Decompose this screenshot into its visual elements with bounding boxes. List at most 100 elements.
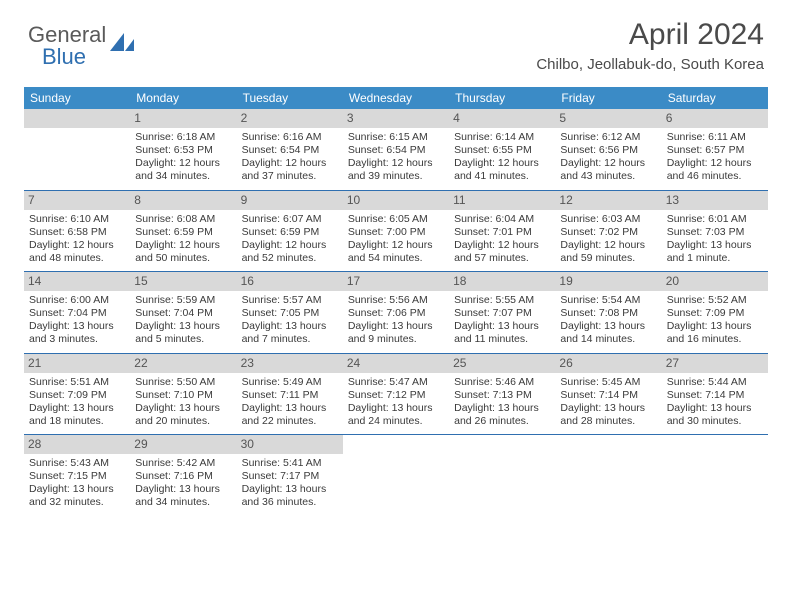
day-number: 18 xyxy=(449,272,555,291)
day-cell: 11Sunrise: 6:04 AMSunset: 7:01 PMDayligh… xyxy=(449,191,555,272)
daylight-text: Daylight: 13 hours and 36 minutes. xyxy=(242,483,338,509)
sunrise-text: Sunrise: 5:41 AM xyxy=(242,457,338,470)
daylight-text: Daylight: 13 hours and 7 minutes. xyxy=(242,320,338,346)
sunset-text: Sunset: 7:14 PM xyxy=(667,389,763,402)
sunrise-text: Sunrise: 5:46 AM xyxy=(454,376,550,389)
sunrise-text: Sunrise: 5:51 AM xyxy=(29,376,125,389)
daylight-text: Daylight: 13 hours and 24 minutes. xyxy=(348,402,444,428)
day-cell: 24 Sunrise: 5:47 AMSunset: 7:12 PMDayligh… xyxy=(343,354,449,435)
day-number: 19 xyxy=(555,272,661,291)
day-cell: 26Sunrise: 5:45 AMSunset: 7:14 PMDayligh… xyxy=(555,354,661,435)
daylight-text: Daylight: 12 hours and 50 minutes. xyxy=(135,239,231,265)
sunrise-text: Sunrise: 5:59 AM xyxy=(135,294,231,307)
sunrise-text: Sunrise: 6:16 AM xyxy=(242,131,338,144)
sunset-text: Sunset: 6:55 PM xyxy=(454,144,550,157)
week-row: 1Sunrise: 6:18 AMSunset: 6:53 PMDaylight… xyxy=(24,109,768,190)
sail-icon xyxy=(110,33,136,60)
sunset-text: Sunset: 7:16 PM xyxy=(135,470,231,483)
daylight-text: Daylight: 12 hours and 54 minutes. xyxy=(348,239,444,265)
day-number: 27 xyxy=(662,354,768,373)
day-number-empty xyxy=(24,109,130,128)
sunrise-text: Sunrise: 6:08 AM xyxy=(135,213,231,226)
day-cell xyxy=(449,435,555,516)
day-number: 29 xyxy=(130,435,236,454)
sunrise-text: Sunrise: 5:44 AM xyxy=(667,376,763,389)
daylight-text: Daylight: 12 hours and 34 minutes. xyxy=(135,157,231,183)
daylight-text: Daylight: 13 hours and 16 minutes. xyxy=(667,320,763,346)
day-number: 1 xyxy=(130,109,236,128)
day-cell: 22Sunrise: 5:50 AMSunset: 7:10 PMDayligh… xyxy=(130,354,236,435)
sunset-text: Sunset: 6:54 PM xyxy=(348,144,444,157)
day-number: 3 xyxy=(343,109,449,128)
day-cell: 28Sunrise: 5:43 AMSunset: 7:15 PMDayligh… xyxy=(24,435,130,516)
day-number: 25 xyxy=(449,354,555,373)
day-number: 26 xyxy=(555,354,661,373)
daylight-text: Daylight: 12 hours and 57 minutes. xyxy=(454,239,550,265)
sunset-text: Sunset: 7:12 PM xyxy=(348,389,444,402)
day-number: 14 xyxy=(24,272,130,291)
daylight-text: Daylight: 12 hours and 41 minutes. xyxy=(454,157,550,183)
daylight-text: Daylight: 13 hours and 1 minute. xyxy=(667,239,763,265)
day-cell: 19Sunrise: 5:54 AMSunset: 7:08 PMDayligh… xyxy=(555,272,661,353)
calendar-table: Sunday Monday Tuesday Wednesday Thursday… xyxy=(24,87,768,516)
daylight-text: Daylight: 12 hours and 48 minutes. xyxy=(29,239,125,265)
sunset-text: Sunset: 7:00 PM xyxy=(348,226,444,239)
sunset-text: Sunset: 7:09 PM xyxy=(29,389,125,402)
day-cell: 23Sunrise: 5:49 AMSunset: 7:11 PMDayligh… xyxy=(237,354,343,435)
day-number: 7 xyxy=(24,191,130,210)
day-cell xyxy=(343,435,449,516)
day-number: 11 xyxy=(449,191,555,210)
sunset-text: Sunset: 7:03 PM xyxy=(667,226,763,239)
title-block: April 2024 Chilbo, Jeollabuk-do, South K… xyxy=(536,18,764,73)
sunset-text: Sunset: 7:14 PM xyxy=(560,389,656,402)
day-cell: 10Sunrise: 6:05 AMSunset: 7:00 PMDayligh… xyxy=(343,191,449,272)
daylight-text: Daylight: 12 hours and 43 minutes. xyxy=(560,157,656,183)
week-row: 7Sunrise: 6:10 AMSunset: 6:58 PMDaylight… xyxy=(24,191,768,272)
sunset-text: Sunset: 7:06 PM xyxy=(348,307,444,320)
sunset-text: Sunset: 6:53 PM xyxy=(135,144,231,157)
sunrise-text: Sunrise: 6:18 AM xyxy=(135,131,231,144)
month-title: April 2024 xyxy=(536,18,764,52)
day-number: 15 xyxy=(130,272,236,291)
dayname-fri: Friday xyxy=(555,87,661,109)
daylight-text: Daylight: 13 hours and 9 minutes. xyxy=(348,320,444,346)
day-cell: 9Sunrise: 6:07 AMSunset: 6:59 PMDaylight… xyxy=(237,191,343,272)
sunrise-text: Sunrise: 6:12 AM xyxy=(560,131,656,144)
day-cell: 29Sunrise: 5:42 AMSunset: 7:16 PMDayligh… xyxy=(130,435,236,516)
daylight-text: Daylight: 13 hours and 26 minutes. xyxy=(454,402,550,428)
daylight-text: Daylight: 12 hours and 59 minutes. xyxy=(560,239,656,265)
sunrise-text: Sunrise: 5:45 AM xyxy=(560,376,656,389)
day-cell: 30Sunrise: 5:41 AMSunset: 7:17 PMDayligh… xyxy=(237,435,343,516)
day-number: 6 xyxy=(662,109,768,128)
dayname-mon: Monday xyxy=(130,87,236,109)
sunset-text: Sunset: 7:11 PM xyxy=(242,389,338,402)
brand-logo: General Blue xyxy=(28,24,136,68)
daylight-text: Daylight: 12 hours and 52 minutes. xyxy=(242,239,338,265)
day-cell xyxy=(555,435,661,516)
week-row: 21Sunrise: 5:51 AMSunset: 7:09 PMDayligh… xyxy=(24,354,768,435)
day-cell: 20Sunrise: 5:52 AMSunset: 7:09 PMDayligh… xyxy=(662,272,768,353)
sunset-text: Sunset: 7:02 PM xyxy=(560,226,656,239)
sunset-text: Sunset: 7:13 PM xyxy=(454,389,550,402)
day-cell: 12Sunrise: 6:03 AMSunset: 7:02 PMDayligh… xyxy=(555,191,661,272)
day-number: 5 xyxy=(555,109,661,128)
daylight-text: Daylight: 13 hours and 34 minutes. xyxy=(135,483,231,509)
day-cell: 14Sunrise: 6:00 AMSunset: 7:04 PMDayligh… xyxy=(24,272,130,353)
week-row: 14Sunrise: 6:00 AMSunset: 7:04 PMDayligh… xyxy=(24,272,768,353)
sunset-text: Sunset: 6:56 PM xyxy=(560,144,656,157)
day-number: 10 xyxy=(343,191,449,210)
sunset-text: Sunset: 6:59 PM xyxy=(242,226,338,239)
sunset-text: Sunset: 7:09 PM xyxy=(667,307,763,320)
sunset-text: Sunset: 7:04 PM xyxy=(29,307,125,320)
sunrise-text: Sunrise: 6:04 AM xyxy=(454,213,550,226)
sunrise-text: Sunrise: 6:15 AM xyxy=(348,131,444,144)
sunrise-text: Sunrise: 5:47 AM xyxy=(348,376,444,389)
sunrise-text: Sunrise: 6:03 AM xyxy=(560,213,656,226)
day-number: 24 xyxy=(343,354,449,373)
sunrise-text: Sunrise: 6:10 AM xyxy=(29,213,125,226)
sunset-text: Sunset: 6:57 PM xyxy=(667,144,763,157)
sunset-text: Sunset: 6:54 PM xyxy=(242,144,338,157)
day-cell xyxy=(662,435,768,516)
day-number: 28 xyxy=(24,435,130,454)
day-cell: 8Sunrise: 6:08 AMSunset: 6:59 PMDaylight… xyxy=(130,191,236,272)
